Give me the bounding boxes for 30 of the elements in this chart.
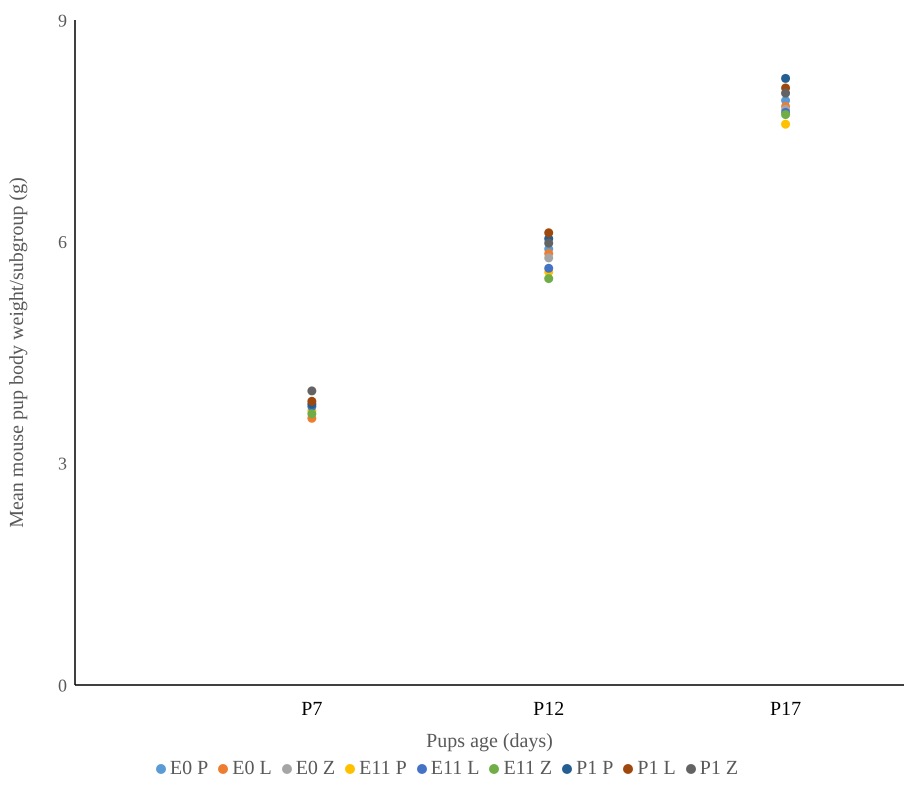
point — [544, 274, 554, 284]
legend-label: P1 L — [637, 757, 676, 779]
legend-label: P1 P — [576, 757, 614, 779]
point — [781, 88, 790, 98]
legend-label: E11 Z — [503, 757, 552, 779]
legend-label: E0 L — [232, 757, 272, 779]
point — [544, 228, 554, 238]
legend-label: E11 P — [359, 757, 407, 779]
y-tick-label: 0 — [58, 675, 67, 696]
point — [781, 120, 790, 129]
x-tick-label: P12 — [533, 698, 564, 720]
legend-label: E0 Z — [296, 757, 336, 779]
y-tick-label: 9 — [58, 10, 67, 30]
point — [307, 409, 316, 418]
point — [544, 238, 554, 248]
legend-label: E0 P — [170, 757, 208, 779]
point — [544, 253, 554, 262]
point — [307, 386, 316, 396]
point — [307, 396, 316, 406]
point — [781, 110, 790, 120]
point — [544, 264, 554, 273]
x-axis-title: Pups age (days) — [426, 730, 553, 752]
x-tick-label: P17 — [770, 698, 802, 720]
legend-label: E11 L — [430, 757, 480, 779]
x-tick-label: P7 — [301, 698, 322, 720]
y-tick-label: 3 — [58, 454, 67, 474]
point — [781, 74, 790, 83]
y-tick-label: 6 — [58, 232, 67, 252]
legend-label: P1 Z — [700, 757, 738, 779]
y-axis-title: Mean mouse pup body weight/subgroup (g) — [6, 177, 28, 528]
